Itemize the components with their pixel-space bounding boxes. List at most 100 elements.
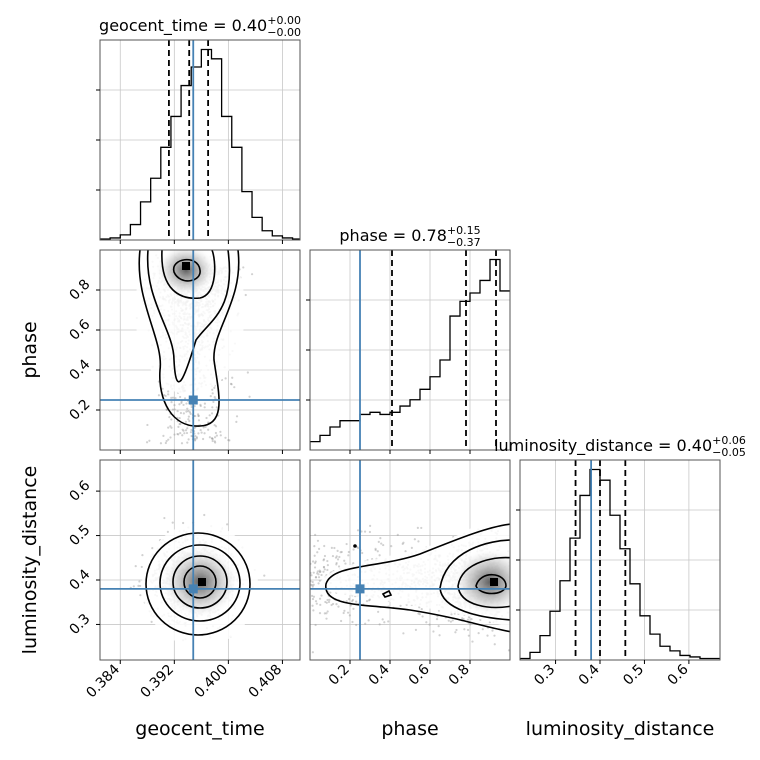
x-axis-label-luminosity_distance: luminosity_distance <box>526 718 715 740</box>
sample-point <box>197 414 200 418</box>
sample-point <box>338 555 341 559</box>
histogram-panel-phase <box>310 250 510 450</box>
x-tick-label-geocent_time: 0.408 <box>246 662 286 702</box>
sample-point <box>325 601 328 604</box>
sample-point <box>402 632 405 635</box>
sample-point <box>320 594 323 597</box>
sample-point <box>164 394 167 398</box>
x-tick-label-geocent_time: 0.392 <box>137 662 177 702</box>
panel-title-phase: phase = 0.78+0.15 −0.37 <box>339 224 480 249</box>
sample-point <box>493 643 496 646</box>
sample-point <box>194 414 197 418</box>
sample-point <box>211 406 214 409</box>
sample-point <box>159 442 163 445</box>
sample-point <box>182 429 185 432</box>
sample-point <box>180 401 183 404</box>
sample-point <box>141 554 144 557</box>
sample-point <box>325 617 328 620</box>
sample-point <box>317 573 320 576</box>
sample-point <box>310 594 314 597</box>
sample-point <box>339 551 342 554</box>
sample-point <box>183 397 187 400</box>
sample-point <box>200 431 203 434</box>
sample-point <box>356 545 359 549</box>
sample-point <box>193 426 196 430</box>
sample-point <box>201 437 205 441</box>
sample-point <box>314 623 317 627</box>
sample-point <box>169 436 172 439</box>
sample-point <box>326 598 329 602</box>
sample-point <box>374 547 377 550</box>
axes-frame <box>309 459 511 661</box>
sample-point <box>374 548 377 552</box>
sample-point <box>177 433 180 436</box>
sample-point <box>356 529 360 532</box>
sample-point <box>176 409 179 413</box>
sample-point <box>316 551 319 554</box>
truth-marker <box>355 584 365 594</box>
sample-point <box>466 618 470 621</box>
sample-point <box>316 572 319 575</box>
contour-level-2 <box>457 556 510 609</box>
sample-point <box>311 560 315 563</box>
sample-point <box>167 426 170 429</box>
contour-level-1 <box>173 258 201 282</box>
sample-point <box>380 542 383 545</box>
sample-point <box>410 546 413 549</box>
sample-point <box>449 620 453 623</box>
sample-point <box>316 539 320 542</box>
scatter-panel-geocent_time-phase <box>100 250 300 450</box>
density-max-cell <box>490 578 498 586</box>
sample-point <box>351 600 354 603</box>
sample-point <box>330 546 333 549</box>
sample-point <box>189 431 193 434</box>
sample-point <box>346 611 350 614</box>
sample-point <box>197 419 201 422</box>
x-tick-label-geocent_time: 0.384 <box>83 661 123 701</box>
sample-point <box>211 439 214 443</box>
sample-point <box>171 521 174 524</box>
sample-point <box>312 571 315 574</box>
sample-point <box>323 612 326 615</box>
sample-point <box>428 623 431 626</box>
x-tick-label-phase: 0.4 <box>366 661 393 688</box>
sample-point <box>194 438 197 441</box>
sample-point <box>421 615 424 618</box>
sample-point <box>227 439 230 442</box>
sample-point <box>320 573 323 577</box>
sample-point <box>188 411 192 414</box>
contour-level-3 <box>439 539 510 621</box>
sample-point <box>231 376 234 379</box>
sample-point <box>413 538 416 541</box>
sample-point <box>365 600 369 603</box>
sample-point <box>205 416 208 420</box>
truth-marker <box>188 395 198 405</box>
sample-point <box>177 425 180 429</box>
sample-point <box>454 631 457 634</box>
sample-point <box>311 585 314 588</box>
sample-point <box>318 612 322 615</box>
histogram-step-phase <box>310 258 510 450</box>
sample-point <box>351 598 354 602</box>
sample-point <box>185 402 188 405</box>
sample-point <box>167 438 170 441</box>
sample-point <box>451 619 454 622</box>
y-tick-label-phase: 0.8 <box>66 276 93 303</box>
sample-point <box>319 603 322 606</box>
sample-point <box>184 420 187 423</box>
x-tick-label-geocent_time: 0.400 <box>192 662 232 702</box>
sample-point <box>311 584 314 587</box>
sample-point <box>184 429 188 432</box>
sample-point <box>203 406 206 409</box>
contour-level-3 <box>146 250 231 383</box>
sample-point <box>213 386 216 389</box>
sample-point <box>414 628 418 631</box>
sample-point <box>467 616 470 619</box>
sample-point <box>387 620 390 623</box>
sample-point <box>323 568 326 571</box>
sample-point <box>343 559 346 562</box>
sample-point <box>322 565 326 569</box>
sample-point <box>235 420 238 423</box>
sample-point <box>170 418 173 421</box>
sample-point <box>197 432 200 435</box>
